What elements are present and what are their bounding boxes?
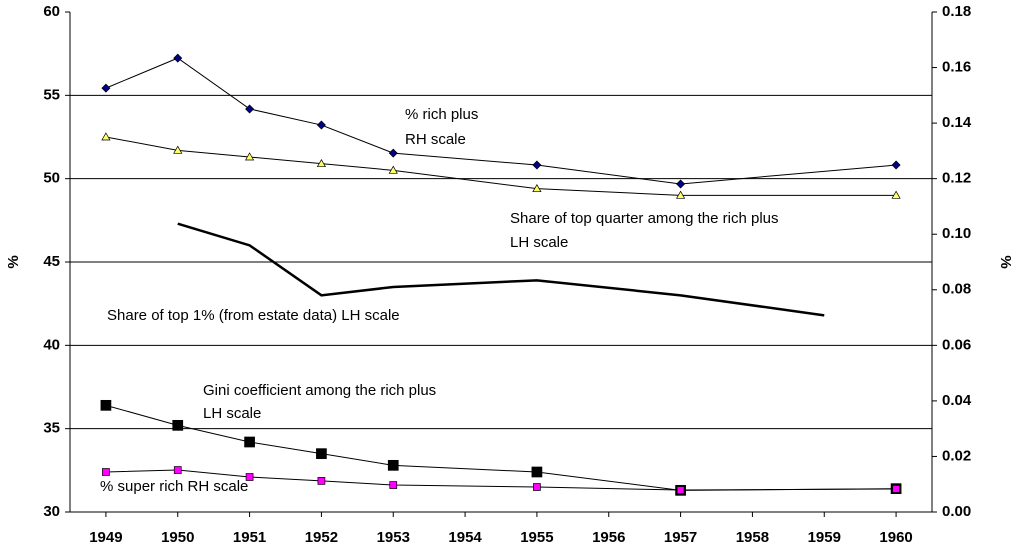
marker	[388, 165, 398, 174]
marker	[675, 190, 686, 199]
marker	[387, 459, 399, 471]
y-tick-label: 35	[43, 420, 60, 437]
marker	[891, 160, 901, 170]
y2-tick-label: 0.02	[942, 447, 971, 464]
x-tick-label: 1950	[161, 529, 194, 546]
y-tick-label: 50	[43, 170, 60, 187]
marker	[102, 468, 110, 476]
marker	[316, 120, 326, 130]
x-tick-label: 1953	[377, 529, 410, 546]
x-tick-label: 1956	[592, 529, 625, 546]
series-line	[105, 57, 897, 185]
annotation: % rich plus	[405, 106, 478, 123]
marker	[389, 481, 398, 489]
annotation: % super rich RH scale	[100, 478, 248, 495]
x-tick-label: 1951	[233, 529, 266, 546]
x-tick-label: 1949	[89, 529, 122, 546]
marker	[244, 436, 255, 448]
series-line	[105, 404, 897, 491]
marker	[244, 152, 255, 161]
annotation: RH scale	[405, 131, 466, 148]
y2-tick-label: 0.08	[942, 281, 971, 298]
y2-tick-label: 0.12	[942, 170, 971, 187]
marker	[891, 190, 901, 199]
y2-tick-label: 0.06	[942, 336, 971, 353]
marker	[173, 53, 183, 63]
marker	[676, 179, 686, 189]
series-line	[105, 136, 897, 196]
marker	[532, 183, 542, 193]
marker	[173, 145, 183, 154]
marker	[676, 486, 685, 494]
marker	[101, 83, 111, 93]
marker	[532, 160, 542, 170]
marker	[316, 158, 327, 168]
y2-tick-label: 0.14	[942, 114, 972, 131]
marker	[533, 483, 541, 491]
marker	[245, 473, 254, 481]
annotation: LH scale	[510, 234, 568, 251]
y-tick-label: 30	[43, 503, 60, 520]
y2-tick-label: 0.00	[942, 503, 971, 520]
marker	[173, 466, 182, 474]
y2-tick-label: 0.10	[942, 225, 971, 242]
marker	[892, 485, 900, 493]
x-tick-label: 1958	[736, 529, 769, 546]
y-axis-label: %	[5, 255, 22, 268]
y-tick-label: 55	[43, 86, 60, 103]
y2-tick-label: 0.16	[942, 59, 971, 76]
marker	[316, 448, 327, 460]
marker	[317, 477, 326, 485]
x-tick-label: 1955	[520, 529, 553, 546]
y2-tick-label: 0.04	[942, 392, 972, 409]
annotation: Share of top quarter among the rich plus	[510, 210, 779, 227]
x-tick-label: 1952	[305, 529, 338, 546]
marker	[101, 132, 111, 141]
marker	[245, 104, 255, 114]
annotation: Gini coefficient among the rich plus	[203, 382, 436, 399]
x-tick-label: 1957	[664, 529, 697, 546]
series-line	[177, 222, 825, 317]
annotation: Share of top 1% (from estate data) LH sc…	[107, 307, 400, 324]
annotation: LH scale	[203, 405, 261, 422]
y2-tick-label: 0.18	[942, 3, 971, 20]
x-tick-label: 1954	[448, 529, 482, 546]
series-line	[105, 469, 897, 491]
x-tick-label: 1959	[808, 529, 841, 546]
marker	[531, 466, 543, 478]
y2-axis-label: %	[997, 255, 1014, 268]
marker	[172, 419, 184, 431]
y-tick-label: 45	[43, 253, 60, 270]
marker	[388, 148, 398, 158]
x-tick-label: 1960	[879, 529, 912, 546]
y-tick-label: 40	[43, 336, 60, 353]
marker	[100, 399, 112, 411]
y-tick-label: 60	[43, 3, 60, 20]
